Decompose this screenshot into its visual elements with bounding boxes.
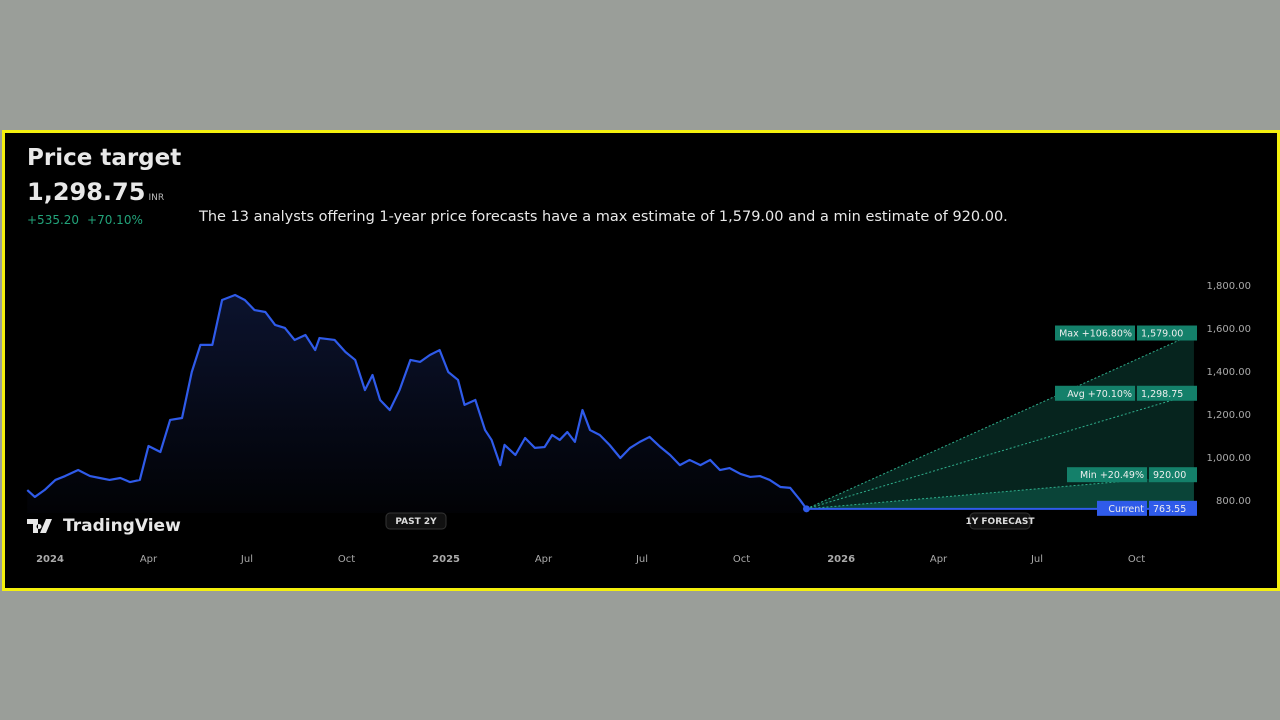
price-area [27, 295, 807, 513]
y-tick-label: 1,800.00 [1206, 281, 1251, 292]
forecast-max-label-bg [1055, 325, 1135, 341]
y-tick-label: 1,000.00 [1206, 453, 1251, 464]
past-2y-label-bg [385, 512, 447, 530]
y-tick-label: 1,200.00 [1206, 410, 1251, 421]
x-tick-label: Oct [338, 554, 355, 565]
price-change: +535.20 +70.10% [27, 213, 151, 227]
y-tick-label: 1,600.00 [1206, 324, 1251, 335]
forecast-current-value: 763.55 [1153, 504, 1186, 515]
forecast-avg-line [806, 393, 1195, 510]
x-tick-label: Apr [930, 554, 948, 565]
change-pct: +70.10% [87, 213, 143, 227]
forecast-avg-label: Avg +70.10% [1067, 389, 1132, 400]
panel-title: Price target [27, 145, 182, 171]
forecast-min-label-bg [1067, 467, 1147, 483]
forecast-min-label: Min +20.49% [1080, 470, 1144, 481]
1y-forecast-label: 1Y FORECAST [966, 517, 1036, 527]
x-tick-label: Oct [1128, 554, 1145, 565]
x-tick-label: Oct [733, 554, 750, 565]
x-tick-label: Jul [240, 554, 253, 565]
x-tick-label: Jul [635, 554, 648, 565]
currency: INR [148, 193, 165, 203]
tradingview-logo[interactable]: TradingView [27, 516, 181, 536]
y-tick-label: 1,400.00 [1206, 367, 1251, 378]
forecast-current-label: Current [1108, 504, 1144, 515]
forecast-min-value: 920.00 [1153, 470, 1186, 481]
price-value: 1,298.75 [27, 178, 146, 206]
tradingview-icon [27, 519, 52, 533]
target-price: 1,298.75 INR [27, 178, 164, 206]
current-price-dot [802, 505, 810, 513]
x-tick-label: Apr [535, 554, 553, 565]
forecast-avg-value: 1,298.75 [1141, 389, 1183, 400]
forecast-max-label: Max +106.80% [1059, 329, 1132, 340]
forecast-current-value-bg [1149, 500, 1197, 516]
x-tick-label: Jul [1030, 554, 1043, 565]
x-tick-label: 2026 [827, 554, 855, 565]
y-tick-label: 800.00 [1216, 496, 1251, 507]
forecast-avg-value-bg [1137, 385, 1197, 401]
forecast-max-value-bg [1137, 325, 1197, 341]
past-2y-label: PAST 2Y [395, 517, 437, 527]
x-tick-label: 2024 [36, 554, 64, 565]
forecast-max-value: 1,579.00 [1141, 329, 1183, 340]
forecast-current-label-bg [1097, 500, 1147, 516]
price-line [26, 293, 808, 510]
brand-name: TradingView [63, 516, 181, 536]
1y-forecast-label-bg [969, 512, 1031, 530]
x-tick-label: Apr [140, 554, 158, 565]
forecast-description: The 13 analysts offering 1-year price fo… [199, 209, 1008, 225]
forecast-avg-label-bg [1055, 385, 1135, 401]
change-abs: +535.20 [27, 213, 80, 227]
price-target-panel: Price target 1,298.75 INR +535.20 +70.10% … [2, 130, 1280, 591]
forecast-max-line [806, 333, 1195, 510]
x-tick-label: 2025 [432, 554, 460, 565]
forecast-min-value-bg [1149, 467, 1197, 483]
